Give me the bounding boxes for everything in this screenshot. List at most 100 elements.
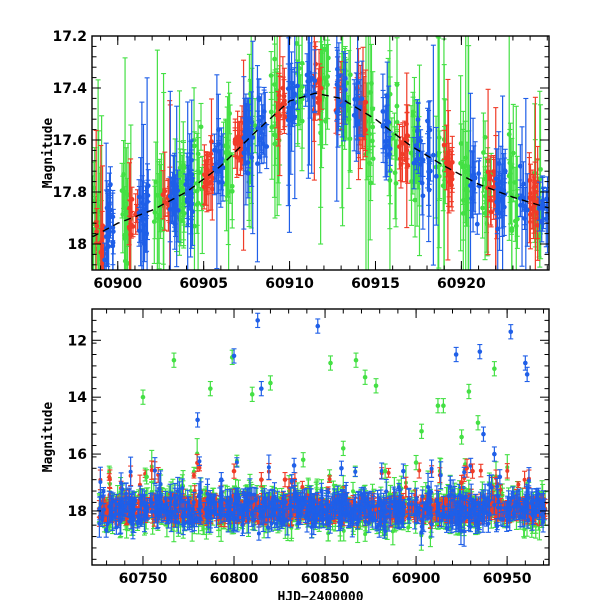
bottom-outlier-blue	[218, 472, 224, 488]
top-point-green	[480, 177, 486, 239]
top-point-blue	[342, 52, 348, 104]
top-point-green	[272, 36, 278, 106]
top-point-green	[119, 162, 125, 219]
top-x-tick-label: 60920	[437, 276, 486, 292]
top-point-red	[528, 163, 534, 224]
top-point-green	[440, 160, 446, 212]
bottom-outlier-green	[340, 440, 346, 457]
top-point-blue	[142, 225, 148, 263]
bottom-point-blue	[256, 526, 262, 541]
top-point-green	[195, 137, 201, 171]
bottom-x-tick-label: 60850	[301, 571, 350, 587]
top-y-tick-label: 17.6	[52, 133, 87, 149]
bottom-outlier-green	[300, 452, 306, 468]
top-point-green	[123, 147, 129, 238]
bottom-outlier-green	[373, 378, 379, 394]
top-point-red	[317, 79, 323, 121]
top-point-blue	[426, 101, 432, 243]
top-point-blue	[543, 190, 549, 248]
top-point-red	[282, 107, 288, 128]
top-point-red	[204, 163, 210, 193]
top-point-green	[177, 90, 183, 256]
top-point-blue	[294, 62, 300, 110]
bottom-point-red	[191, 472, 197, 479]
bottom-outlier-blue	[291, 457, 297, 474]
top-point-blue	[413, 148, 419, 171]
top-point-green	[198, 102, 204, 151]
bottom-point-red	[416, 462, 422, 479]
bottom-outlier-green	[475, 415, 481, 431]
top-point-blue	[476, 160, 482, 187]
bottom-outlier-green	[413, 454, 419, 471]
top-point-blue	[336, 79, 342, 132]
bottom-outlier-blue	[338, 460, 344, 476]
bottom-x-tick-label: 60750	[119, 571, 168, 587]
bottom-outlier-blue	[453, 346, 459, 363]
bottom-outlier-blue	[255, 312, 261, 329]
top-point-red	[485, 88, 491, 256]
bottom-outlier-green	[419, 423, 425, 439]
top-point-blue	[474, 213, 480, 235]
top-point-blue	[137, 218, 143, 243]
top-point-green	[367, 36, 373, 241]
top-point-green	[154, 49, 160, 270]
top-y-tick-label: 18	[68, 237, 87, 253]
bottom-outlier-blue	[508, 324, 514, 340]
top-point-green	[346, 49, 352, 189]
bottom-outlier-green	[140, 389, 146, 405]
bottom-point-blue	[352, 466, 358, 477]
top-axes: 60900 60905 60910 60915 60920 17.2 17.4 17.6 17.…	[41, 29, 550, 292]
bottom-axes: 60750 60800 60850 60900 60950 12 14 16 18 Magnitu…	[41, 308, 550, 600]
bottom-point-red	[478, 463, 484, 478]
top-point-green	[224, 106, 230, 198]
bottom-outlier-green	[207, 380, 213, 397]
top-point-blue	[355, 93, 361, 155]
top-point-red	[362, 102, 368, 158]
top-point-blue	[145, 179, 151, 212]
bottom-outlier-green	[435, 398, 441, 414]
bottom-panel: 60750 60800 60850 60900 60950 12 14 16 18 Magnitu…	[41, 308, 550, 600]
top-point-blue	[359, 60, 365, 137]
top-point-red	[488, 196, 494, 228]
bottom-outlier-green	[459, 429, 465, 445]
top-point-blue	[517, 144, 523, 189]
top-point-blue	[175, 169, 181, 212]
top-point-blue	[351, 79, 357, 152]
top-y-axis-title: Magnitude	[41, 118, 56, 189]
top-point-blue	[309, 36, 315, 174]
bottom-y-tick-label: 14	[68, 390, 88, 406]
top-point-blue	[383, 132, 389, 164]
bottom-x-axis-title: HJD−2400000	[277, 590, 363, 600]
top-point-blue	[243, 93, 249, 206]
top-panel: 60900 60905 60910 60915 60920 17.2 17.4 17.6 17.…	[41, 29, 550, 292]
bottom-data-marks	[96, 312, 548, 551]
bottom-outlier-red	[282, 472, 288, 488]
bottom-point-blue	[266, 454, 272, 480]
top-point-blue	[517, 193, 523, 217]
top-point-blue	[258, 124, 264, 154]
top-point-red	[446, 150, 452, 214]
top-point-blue	[467, 92, 473, 270]
top-point-blue	[471, 145, 477, 204]
top-point-blue	[167, 90, 173, 270]
bottom-x-tick-label: 60800	[210, 571, 259, 587]
top-point-blue	[187, 133, 193, 211]
top-x-tick-label: 60915	[351, 276, 400, 292]
top-point-red	[396, 123, 402, 170]
bottom-outlier-green	[491, 361, 497, 377]
bottom-outlier-blue	[477, 344, 483, 360]
top-point-red	[162, 187, 168, 217]
top-point-green	[152, 185, 158, 240]
top-point-green	[180, 164, 186, 217]
bottom-outlier-green	[267, 375, 273, 391]
bottom-y-axis-title: Magnitude	[41, 402, 56, 473]
top-point-blue	[250, 40, 256, 235]
bottom-outlier-red	[258, 472, 264, 488]
bottom-outlier-blue	[315, 318, 321, 334]
top-x-tick-label: 60910	[265, 276, 314, 292]
top-point-red	[94, 220, 100, 243]
top-point-green	[269, 74, 275, 180]
top-point-blue	[380, 89, 386, 164]
bottom-point-green	[362, 526, 368, 542]
top-point-green	[480, 112, 486, 193]
